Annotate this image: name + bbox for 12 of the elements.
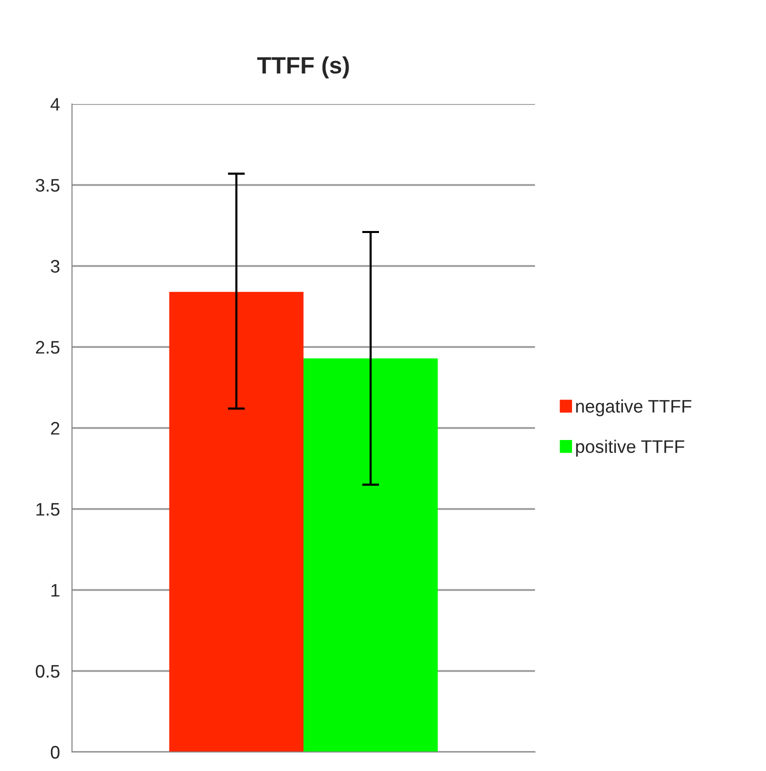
- y-tick-label: 0: [50, 746, 60, 759]
- y-tick-label: 0.5: [36, 664, 60, 678]
- y-tick-label: 2.5: [36, 340, 60, 354]
- legend-label: positive TTFF: [576, 440, 684, 457]
- y-tick-label: 3: [50, 260, 60, 273]
- chart-title: TTFF (s): [257, 56, 349, 78]
- y-tick-label: 2: [51, 422, 60, 435]
- y-tick-label: 4: [50, 98, 60, 111]
- y-tick-label: 3.5: [36, 178, 60, 192]
- y-tick-label: 1.5: [36, 503, 60, 516]
- legend-label: negative TTFF: [576, 399, 692, 416]
- y-tick-label: 1: [52, 584, 60, 597]
